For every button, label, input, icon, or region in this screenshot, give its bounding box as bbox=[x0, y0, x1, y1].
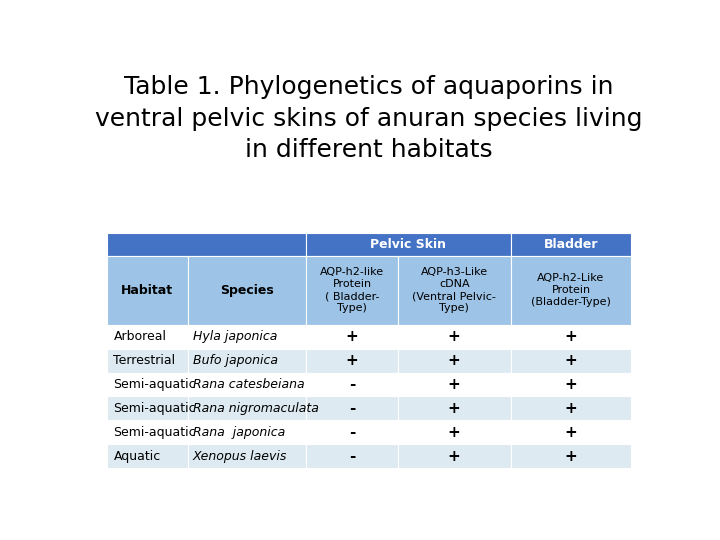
Text: +: + bbox=[564, 329, 577, 345]
Bar bbox=[107, 233, 306, 255]
Bar bbox=[510, 444, 631, 468]
Bar bbox=[510, 373, 631, 396]
Bar bbox=[188, 396, 306, 420]
Bar bbox=[306, 420, 398, 444]
Bar bbox=[398, 373, 510, 396]
Bar bbox=[188, 255, 306, 325]
Text: Semi-aquatic: Semi-aquatic bbox=[114, 378, 196, 391]
Text: Habitat: Habitat bbox=[122, 284, 174, 296]
Text: Rana catesbeiana: Rana catesbeiana bbox=[192, 378, 304, 391]
Bar bbox=[107, 325, 188, 349]
Text: +: + bbox=[448, 377, 461, 392]
Text: +: + bbox=[564, 401, 577, 416]
Text: Rana  japonica: Rana japonica bbox=[192, 426, 284, 439]
Text: Arboreal: Arboreal bbox=[114, 330, 166, 343]
Bar bbox=[107, 444, 188, 468]
Text: +: + bbox=[448, 449, 461, 464]
Text: +: + bbox=[564, 353, 577, 368]
Text: Species: Species bbox=[220, 284, 274, 296]
Text: -: - bbox=[348, 401, 355, 416]
Text: Terrestrial: Terrestrial bbox=[114, 354, 176, 367]
Bar bbox=[188, 420, 306, 444]
Bar bbox=[306, 349, 398, 373]
Bar bbox=[398, 255, 510, 325]
Text: Xenopus laevis: Xenopus laevis bbox=[192, 450, 287, 463]
Bar bbox=[107, 373, 188, 396]
Bar bbox=[510, 325, 631, 349]
Text: +: + bbox=[564, 425, 577, 440]
Text: Bufo japonica: Bufo japonica bbox=[192, 354, 277, 367]
Text: +: + bbox=[346, 353, 359, 368]
Text: +: + bbox=[448, 401, 461, 416]
Text: +: + bbox=[564, 377, 577, 392]
Text: Semi-aquatic: Semi-aquatic bbox=[114, 402, 196, 415]
Bar bbox=[107, 420, 188, 444]
Text: +: + bbox=[346, 329, 359, 345]
Bar bbox=[398, 396, 510, 420]
Text: Rana nigromaculata: Rana nigromaculata bbox=[192, 402, 318, 415]
Text: +: + bbox=[448, 425, 461, 440]
Bar bbox=[510, 420, 631, 444]
Bar bbox=[306, 444, 398, 468]
Bar bbox=[188, 325, 306, 349]
Text: AQP-h2-like
Protein
( Bladder-
Type): AQP-h2-like Protein ( Bladder- Type) bbox=[320, 267, 384, 313]
Text: Pelvic Skin: Pelvic Skin bbox=[370, 238, 446, 251]
Bar bbox=[510, 255, 631, 325]
Bar bbox=[107, 255, 188, 325]
Bar bbox=[510, 396, 631, 420]
Text: Semi-aquatic: Semi-aquatic bbox=[114, 426, 196, 439]
Bar bbox=[398, 325, 510, 349]
Bar bbox=[398, 420, 510, 444]
Bar bbox=[398, 444, 510, 468]
Text: Hyla japonica: Hyla japonica bbox=[192, 330, 277, 343]
Text: AQP-h3-Like
cDNA
(Ventral Pelvic-
Type): AQP-h3-Like cDNA (Ventral Pelvic- Type) bbox=[413, 267, 496, 313]
Bar bbox=[188, 349, 306, 373]
Bar bbox=[306, 396, 398, 420]
Text: Table 1. Phylogenetics of aquaporins in
ventral pelvic skins of anuran species l: Table 1. Phylogenetics of aquaporins in … bbox=[95, 75, 643, 163]
Bar bbox=[510, 233, 631, 255]
Bar bbox=[510, 349, 631, 373]
Bar bbox=[398, 349, 510, 373]
Text: +: + bbox=[448, 353, 461, 368]
Bar bbox=[306, 233, 510, 255]
Bar bbox=[306, 325, 398, 349]
Bar bbox=[306, 255, 398, 325]
Text: +: + bbox=[564, 449, 577, 464]
Text: Bladder: Bladder bbox=[544, 238, 598, 251]
Bar bbox=[107, 396, 188, 420]
Bar bbox=[107, 349, 188, 373]
Text: AQP-h2-Like
Protein
(Bladder-Type): AQP-h2-Like Protein (Bladder-Type) bbox=[531, 273, 611, 307]
Bar bbox=[188, 373, 306, 396]
Text: +: + bbox=[448, 329, 461, 345]
Text: Aquatic: Aquatic bbox=[114, 450, 161, 463]
Bar bbox=[188, 444, 306, 468]
Text: -: - bbox=[348, 425, 355, 440]
Text: -: - bbox=[348, 377, 355, 392]
Text: -: - bbox=[348, 449, 355, 464]
Bar bbox=[306, 373, 398, 396]
